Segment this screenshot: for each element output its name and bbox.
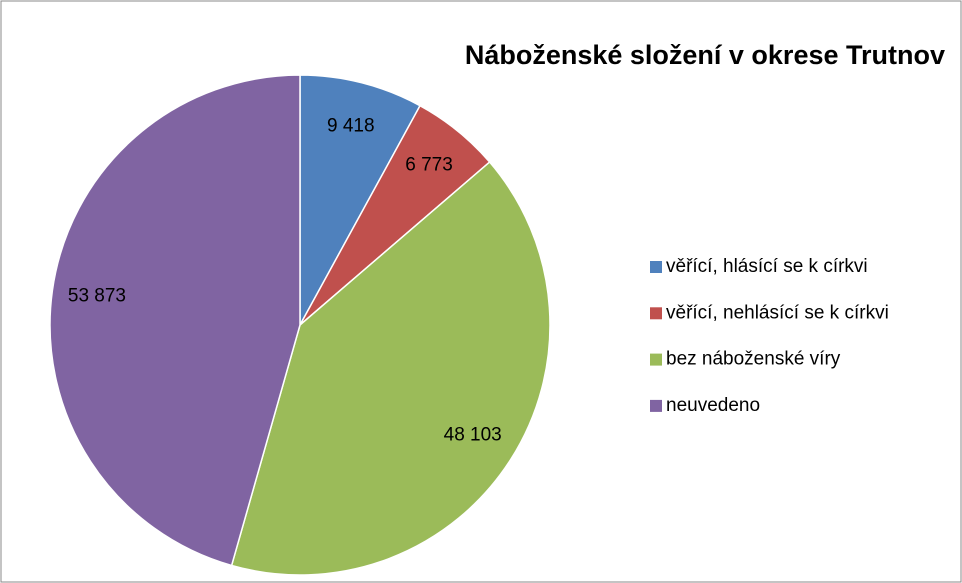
data-label: 9 418 [327, 115, 375, 136]
legend-label: bez náboženské víry [666, 349, 841, 370]
pie-slice [49, 74, 301, 567]
data-label: 6 773 [405, 155, 453, 176]
pie-slice [230, 161, 551, 576]
legend-swatch [650, 307, 662, 320]
legend-label: neuvedeno [666, 395, 760, 416]
legend-swatch [650, 399, 662, 412]
legend-swatch [650, 261, 662, 273]
legend-swatch [650, 353, 662, 366]
data-label: 48 103 [444, 424, 502, 445]
pie-slice [299, 74, 422, 326]
legend-label: věřící, nehlásící se k církvi [666, 302, 889, 323]
data-label: 53 873 [68, 286, 126, 307]
chart-title: Náboženské složení v okrese Trutnov [465, 40, 945, 70]
legend-label: věřící, hlásící se k církvi [666, 256, 868, 277]
